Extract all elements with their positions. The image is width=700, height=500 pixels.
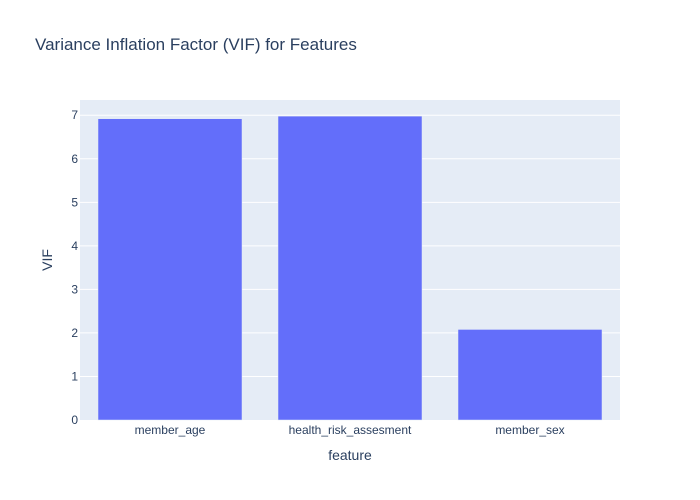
y-axis-title: VIF <box>39 249 55 271</box>
y-tick-label: 7 <box>71 108 78 122</box>
x-axis-title: feature <box>328 447 372 463</box>
x-tick-label: member_sex <box>495 423 564 437</box>
chart-title: Variance Inflation Factor (VIF) for Feat… <box>35 35 357 54</box>
y-tick-label: 3 <box>71 282 78 296</box>
y-tick-label: 0 <box>71 413 78 427</box>
y-tick-label: 1 <box>71 369 78 383</box>
bars-group <box>97 115 603 421</box>
bar-member-age[interactable] <box>97 118 243 421</box>
y-tick-label: 6 <box>71 152 78 166</box>
y-tick-labels: 0 1 2 3 4 5 6 7 <box>71 108 78 427</box>
bar-health-risk-assesment[interactable] <box>277 115 423 421</box>
y-tick-label: 2 <box>71 326 78 340</box>
bar-member-sex[interactable] <box>457 329 603 421</box>
y-tick-label: 4 <box>71 239 78 253</box>
x-tick-label: member_age <box>135 423 206 437</box>
x-tick-label: health_risk_assesment <box>289 423 412 437</box>
y-tick-label: 5 <box>71 195 78 209</box>
x-tick-labels: member_age health_risk_assesment member_se… <box>135 423 565 437</box>
